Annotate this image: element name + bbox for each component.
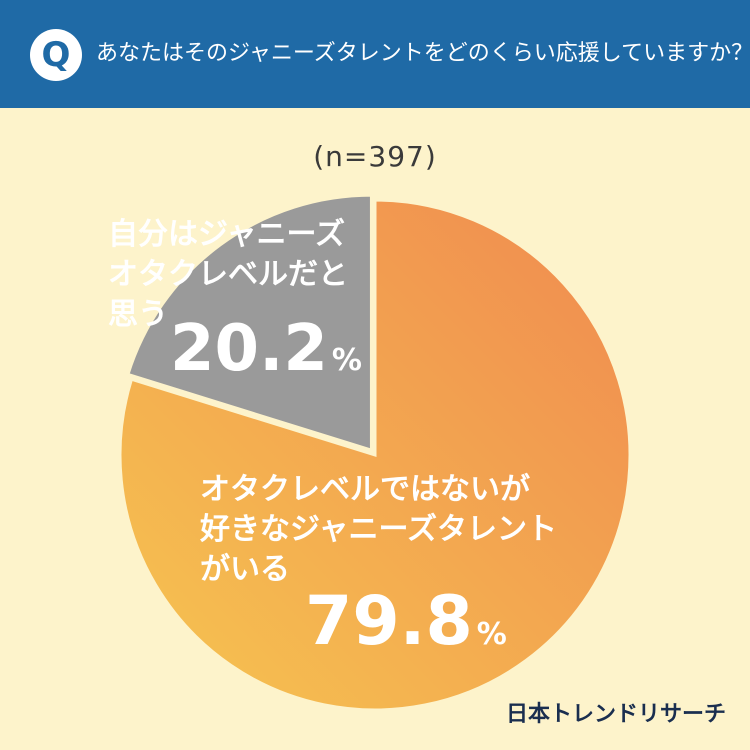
- pie-slice-fan: [118, 198, 632, 712]
- otaku-percent-value: 20.2: [170, 312, 328, 386]
- fan-label-line-3: がいる: [200, 552, 290, 587]
- question-text: あなたはそのジャニーズタレントをどのくらい応援していますか？: [96, 41, 750, 66]
- otaku-label: 自分はジャニーズ オタクレベルだと 思う: [108, 215, 348, 335]
- pie-slice-otaku: [126, 193, 373, 453]
- fan-label-line-2: 好きなジャニーズタレント: [200, 512, 557, 547]
- otaku-percent: 20.2%: [170, 312, 362, 386]
- question-header: Q あなたはそのジャニーズタレントをどのくらい応援していますか？: [0, 0, 750, 108]
- fan-label: オタクレベルではないが 好きなジャニーズタレント がいる: [200, 470, 557, 590]
- otaku-label-line-3: 思う: [108, 297, 168, 332]
- otaku-percent-unit: %: [331, 343, 362, 378]
- fan-percent-value: 79.8: [305, 582, 473, 661]
- otaku-label-line-2: オタクレベルだと: [108, 257, 348, 292]
- sample-size: (n=397): [313, 140, 437, 173]
- logo-text: 日本トレンドリサーチ: [505, 702, 726, 727]
- question-badge: Q: [30, 29, 82, 81]
- fan-label-line-1: オタクレベルではないが: [200, 472, 530, 507]
- fan-percent-unit: %: [476, 617, 507, 652]
- fan-percent: 79.8%: [305, 582, 507, 661]
- otaku-label-line-1: 自分はジャニーズ: [108, 217, 345, 252]
